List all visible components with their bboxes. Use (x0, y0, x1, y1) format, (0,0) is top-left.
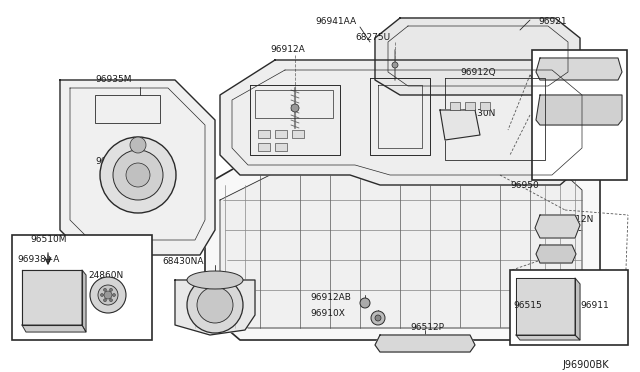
Text: 68430NA: 68430NA (162, 257, 204, 266)
Polygon shape (375, 18, 580, 95)
Text: 24860N: 24860N (88, 270, 124, 279)
Bar (292, 130, 304, 138)
Circle shape (130, 137, 146, 153)
Circle shape (109, 288, 113, 291)
Text: 96935M: 96935M (95, 76, 131, 84)
Text: 96912N: 96912N (558, 215, 593, 224)
Bar (510, 270, 628, 345)
Circle shape (126, 163, 150, 187)
Circle shape (90, 277, 126, 313)
Polygon shape (516, 335, 580, 340)
Text: 68275U: 68275U (355, 33, 390, 42)
Polygon shape (575, 278, 580, 340)
Bar (275, 143, 287, 151)
Circle shape (375, 315, 381, 321)
Text: 96941AA: 96941AA (315, 17, 356, 26)
Ellipse shape (187, 271, 243, 289)
Text: 96950: 96950 (510, 180, 539, 189)
Bar (255, 90, 333, 118)
Circle shape (109, 299, 113, 302)
Bar (450, 102, 460, 110)
Polygon shape (205, 145, 600, 340)
Circle shape (113, 294, 115, 296)
Circle shape (371, 311, 385, 325)
Circle shape (360, 298, 370, 308)
Text: 68430N: 68430N (460, 109, 495, 118)
Text: 96938+A: 96938+A (17, 256, 60, 264)
Text: 96515: 96515 (513, 301, 541, 310)
Circle shape (98, 285, 118, 305)
Text: J96900BK: J96900BK (562, 360, 609, 370)
Circle shape (104, 299, 106, 302)
Bar (465, 102, 475, 110)
Polygon shape (536, 58, 622, 80)
Bar (480, 102, 490, 110)
Text: 96910X: 96910X (310, 308, 345, 317)
Circle shape (104, 288, 106, 291)
Polygon shape (536, 245, 576, 263)
Text: 96912AB: 96912AB (310, 294, 351, 302)
Polygon shape (60, 80, 215, 255)
Polygon shape (375, 335, 475, 352)
Polygon shape (220, 60, 595, 185)
Text: 96912A: 96912A (270, 45, 305, 55)
Text: 96938+B: 96938+B (95, 157, 138, 167)
Circle shape (187, 277, 243, 333)
Text: 96510M: 96510M (30, 235, 67, 244)
Bar (95, 95, 160, 123)
Bar (275, 130, 287, 138)
Bar (258, 143, 270, 151)
Circle shape (100, 137, 176, 213)
Text: 96912Q: 96912Q (460, 67, 495, 77)
Polygon shape (516, 278, 575, 335)
Text: 96512P: 96512P (410, 324, 444, 333)
Bar (12, 235, 152, 340)
Circle shape (104, 291, 112, 299)
Polygon shape (440, 110, 480, 140)
Circle shape (113, 150, 163, 200)
Circle shape (291, 104, 299, 112)
Polygon shape (82, 270, 86, 332)
Text: 96911: 96911 (580, 301, 609, 310)
Circle shape (392, 62, 398, 68)
Polygon shape (535, 215, 580, 238)
Text: 96921: 96921 (538, 17, 566, 26)
Polygon shape (22, 325, 86, 332)
Polygon shape (22, 270, 82, 325)
Bar (258, 130, 270, 138)
Bar (532, 50, 627, 180)
Polygon shape (536, 95, 622, 125)
Circle shape (100, 294, 104, 296)
Circle shape (197, 287, 233, 323)
Polygon shape (220, 168, 582, 328)
Polygon shape (175, 280, 255, 335)
